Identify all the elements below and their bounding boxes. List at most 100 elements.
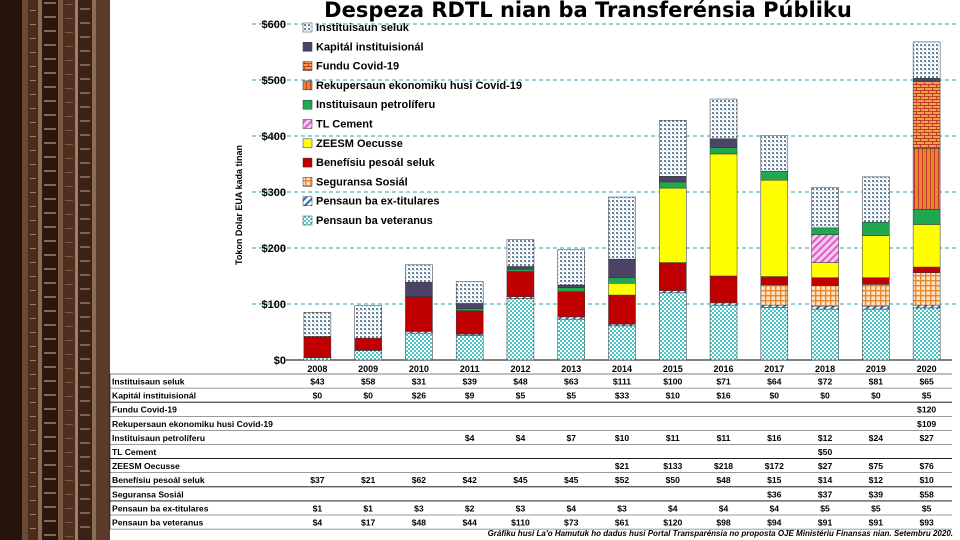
bar-seguransa-2019 <box>862 284 890 307</box>
x-tick-label: 2013 <box>561 364 581 374</box>
bar-veteranus-2015 <box>659 292 687 361</box>
bar-stack-2018 <box>811 187 839 361</box>
table-cell: $0 <box>363 391 373 401</box>
table-cell: $3 <box>414 503 424 513</box>
table-cell: $16 <box>767 433 782 443</box>
table-cell: $21 <box>615 461 630 471</box>
y-tick-label: $500 <box>262 75 286 87</box>
y-tick-label: $0 <box>274 355 286 367</box>
table-cell: $61 <box>615 518 630 528</box>
legend-label-veteranus: Pensaun ba veteranus <box>316 215 433 227</box>
table-cell: $0 <box>820 391 830 401</box>
table-cell: $16 <box>716 391 731 401</box>
bar-seluk-2020 <box>912 41 941 79</box>
table-cell: $33 <box>615 391 630 401</box>
bar-veteranus-2009 <box>354 350 382 361</box>
bar-veteranus-2008 <box>303 357 332 361</box>
table-cell: $5 <box>871 503 881 513</box>
table-cell: $43 <box>310 377 325 387</box>
table-row-petroliferu: Instituisaun petrolíferu $4 $4 $7 $10 $11 $11 $… <box>112 433 934 443</box>
table-cell: $17 <box>361 518 376 528</box>
bar-stack-2013 <box>557 249 585 361</box>
table-row-fundu: Fundu Covid-19 $120 <box>112 405 936 415</box>
bar-veteranus-2010 <box>405 332 433 361</box>
chart-title: Despeza RDTL nian ba Transferénsia Públi… <box>324 0 852 22</box>
table-row-seluk: Instituisaun seluk $43 $58 $31 $39 $48 $63 $111… <box>112 377 934 387</box>
table-cell: $14 <box>818 475 833 485</box>
bar-veteranus-2020 <box>912 307 941 361</box>
legend-label-beneficiu: Benefísiu pesoál seluk <box>316 157 435 169</box>
legend-swatch-extitulares <box>302 196 313 206</box>
bar-veteranus-2017 <box>760 307 789 361</box>
bar-tlcement-2018 <box>811 234 839 263</box>
table-cell: $5 <box>922 391 932 401</box>
bar-veteranus-2014 <box>608 325 636 361</box>
y-tick-label: $100 <box>262 299 286 311</box>
legend-label-tlcement: TL Cement <box>316 119 373 131</box>
table-cell: $39 <box>869 489 884 499</box>
bar-veteranus-2012 <box>506 298 535 361</box>
x-tick-label: 2015 <box>663 364 683 374</box>
table-cell: $75 <box>869 461 884 471</box>
bar-beneficiu-2019 <box>862 277 890 285</box>
table-cell: $4 <box>770 503 780 513</box>
bar-petroliferu-2013 <box>557 287 585 292</box>
x-tick-label: 2008 <box>307 364 327 374</box>
table-cell: $65 <box>919 377 934 387</box>
table-cell: $120 <box>663 518 682 528</box>
table-cell: $4 <box>668 503 678 513</box>
bar-petroliferu-2012 <box>506 269 535 272</box>
bar-kapital-2020 <box>912 78 941 82</box>
bar-veteranus-2016 <box>709 304 738 361</box>
table-row-rekuperasaun: Rekupersaun ekonomiku husi Covid-19 $109 <box>112 419 936 429</box>
table-row-label: Instituisaun petrolíferu <box>112 433 205 443</box>
bar-stack-2009 <box>354 305 382 361</box>
table-cell: $37 <box>310 475 325 485</box>
table-cell: $42 <box>463 475 478 485</box>
bar-petroliferu-2015 <box>659 181 687 189</box>
bar-veteranus-2019 <box>862 308 890 361</box>
bar-beneficiu-2013 <box>557 291 585 318</box>
bar-stack-2008 <box>303 312 332 361</box>
table-cell: $4 <box>313 518 323 528</box>
table-cell: $48 <box>412 518 427 528</box>
x-tick-label: 2010 <box>409 364 429 374</box>
table-cell: $11 <box>717 433 731 443</box>
legend-label-kapital: Kapitál instituisionál <box>316 41 424 53</box>
table-row-kapital: Kapitál instituisionál $0 $0 $26 $9 $5 $5 $33 $1… <box>112 391 932 401</box>
table-cell: $27 <box>818 461 833 471</box>
bar-zeesm-2014 <box>608 283 636 296</box>
table-cell: $81 <box>869 377 884 387</box>
table-cell: $76 <box>919 461 934 471</box>
x-tick-label: 2016 <box>714 364 734 374</box>
bar-zeesm-2018 <box>811 262 839 278</box>
table-cell: $10 <box>615 433 630 443</box>
table-cell: $4 <box>719 503 729 513</box>
bar-extitulares-2010 <box>405 331 433 334</box>
table-cell: $0 <box>871 391 881 401</box>
table-cell: $50 <box>818 447 833 457</box>
bar-rekuperasaun-2020 <box>912 148 941 210</box>
table-cell: $91 <box>818 518 833 528</box>
table-cell: $50 <box>666 475 681 485</box>
bar-seluk-2019 <box>862 176 890 223</box>
bar-kapital-2015 <box>659 176 687 183</box>
y-tick-label: $600 <box>262 19 286 31</box>
table-cell: $44 <box>463 518 478 528</box>
bar-seluk-2014 <box>608 196 636 260</box>
bar-petroliferu-2019 <box>862 221 890 236</box>
bar-extitulares-2017 <box>760 304 789 308</box>
table-cell: $4 <box>516 433 526 443</box>
bar-petroliferu-2020 <box>912 209 941 225</box>
x-tick-label: 2017 <box>764 364 784 374</box>
bar-kapital-2011 <box>455 303 484 309</box>
y-axis-label: Tokon Dolar EUA kada tinan <box>234 145 244 265</box>
table-cell: $94 <box>767 518 782 528</box>
bar-beneficiu-2008 <box>303 336 332 358</box>
table-cell: $0 <box>770 391 780 401</box>
x-tick-label: 2011 <box>460 364 480 374</box>
table-cell: $31 <box>412 377 427 387</box>
bar-seluk-2010 <box>405 264 433 283</box>
table-cell: $2 <box>465 503 475 513</box>
